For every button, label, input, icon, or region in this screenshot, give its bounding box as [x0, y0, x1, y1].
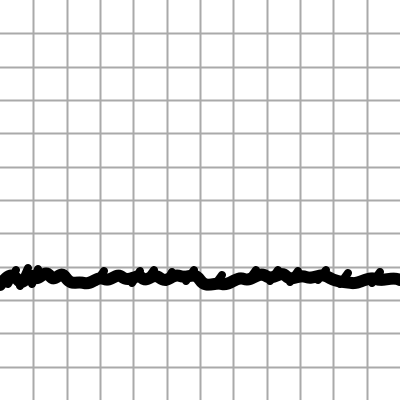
- scribble-stroke-detail: [4, 264, 384, 290]
